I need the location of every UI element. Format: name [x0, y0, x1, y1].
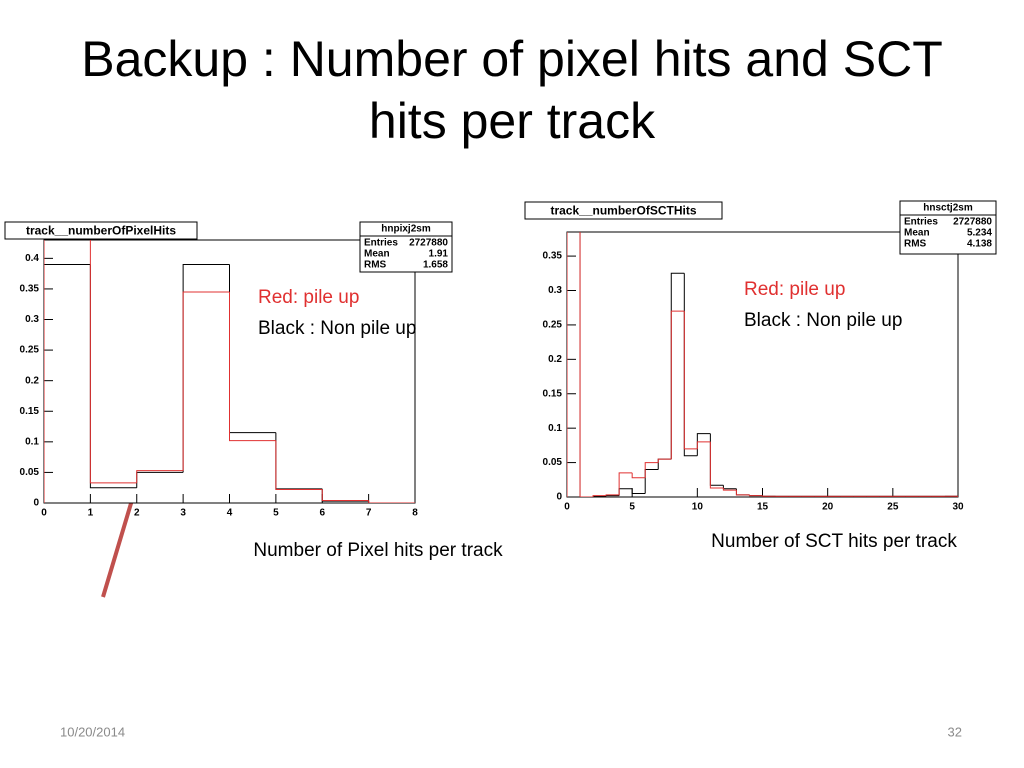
- x-tick-label: 25: [887, 502, 899, 513]
- stats-label: RMS: [364, 260, 387, 271]
- histogram-bin: [709, 441, 724, 489]
- histogram-bin: [748, 494, 763, 497]
- histogram-bin: [762, 495, 776, 497]
- y-tick-label: 0.15: [543, 388, 563, 399]
- y-tick-label: 0.25: [20, 345, 40, 356]
- histogram-bin: [44, 263, 91, 503]
- stats-label: Entries: [904, 217, 938, 228]
- histogram: [567, 232, 958, 497]
- histogram-bin: [683, 311, 698, 450]
- slide-title: Backup : Number of pixel hits and SCT hi…: [81, 31, 943, 149]
- x-tick-label: 2: [134, 508, 140, 519]
- stats-label: Mean: [364, 249, 390, 260]
- y-tick-label: 0.35: [20, 284, 40, 295]
- stats-value: 2727880: [953, 217, 992, 228]
- histogram-bin: [631, 472, 646, 479]
- y-tick-label: 0.1: [25, 436, 39, 447]
- stats-label: Mean: [904, 228, 930, 239]
- histogram-bin: [182, 291, 230, 471]
- stats-box: [359, 221, 453, 273]
- legend-entry: Black : Non pile up: [744, 310, 902, 331]
- page-number: 32: [948, 724, 962, 739]
- title-box: [524, 201, 723, 220]
- x-tick-label: 8: [412, 508, 418, 519]
- stats-name: hnpixj2sm: [381, 224, 431, 235]
- y-tick-label: 0.15: [20, 406, 40, 417]
- y-tick-label: 0.25: [543, 320, 563, 331]
- legend-entry: Red: pile up: [258, 287, 359, 308]
- x-tick-label: 0: [41, 508, 47, 519]
- histogram-bin: [631, 488, 646, 495]
- x-tick-label: 5: [629, 502, 635, 513]
- x-tick-label: 30: [952, 502, 964, 513]
- histogram-bin: [618, 472, 633, 495]
- stats-value: 1.91: [429, 249, 449, 260]
- legend-entry: Red: pile up: [744, 279, 845, 300]
- histogram-bin: [321, 489, 369, 502]
- stats-label: Entries: [364, 238, 398, 249]
- stats-box: [899, 200, 997, 255]
- histogram-bin: [944, 495, 958, 497]
- stats-value: 5.234: [967, 228, 992, 239]
- y-tick-label: 0.35: [543, 251, 563, 262]
- plot-frame: [566, 231, 959, 498]
- histogram-bin: [592, 495, 607, 497]
- y-tick-label: 0.4: [25, 253, 39, 264]
- histogram-bin: [136, 470, 184, 483]
- legend-entry: Black : Non pile up: [258, 318, 416, 339]
- stats-value: 1.658: [423, 260, 448, 271]
- x-tick-label: 15: [757, 502, 769, 513]
- histogram-bin: [579, 232, 594, 497]
- title-box: [4, 221, 198, 240]
- x-axis-label: Number of SCT hits per track: [711, 531, 957, 552]
- stats-label: RMS: [904, 239, 927, 250]
- x-tick-label: 1: [88, 508, 94, 519]
- histogram-bin: [368, 500, 415, 503]
- chart-title: track__numberOfPixelHits: [26, 224, 176, 238]
- histogram-bin: [605, 494, 620, 496]
- histogram-bin: [670, 310, 685, 460]
- y-tick-label: 0.05: [20, 467, 40, 478]
- y-tick-label: 0.2: [548, 354, 562, 365]
- histogram-bin: [89, 240, 137, 484]
- histogram-bin: [644, 462, 659, 478]
- x-tick-label: 5: [273, 508, 279, 519]
- arrow: [101, 489, 137, 598]
- y-tick-label: 0: [33, 498, 39, 509]
- x-tick-label: 7: [366, 508, 372, 519]
- stats-name: hnsctj2sm: [923, 203, 973, 214]
- y-tick-label: 0.1: [548, 423, 562, 434]
- chart-title: track__numberOfSCTHits: [550, 204, 696, 218]
- date: 10/20/2014: [60, 724, 125, 739]
- histogram-bin: [657, 458, 672, 463]
- x-tick-label: 6: [319, 508, 325, 519]
- stats-value: 4.138: [967, 239, 992, 250]
- y-tick-label: 0.05: [543, 457, 563, 468]
- x-axis-label: Number of Pixel hits per track: [253, 540, 503, 561]
- y-tick-label: 0.3: [25, 314, 39, 325]
- y-tick-label: 0.2: [25, 375, 39, 386]
- x-tick-label: 20: [822, 502, 834, 513]
- y-tick-label: 0.3: [548, 285, 562, 296]
- x-tick-label: 3: [180, 508, 186, 519]
- stats-value: 2727880: [409, 238, 448, 249]
- x-tick-label: 10: [692, 502, 704, 513]
- x-tick-label: 4: [227, 508, 233, 519]
- histogram-bin: [229, 291, 276, 442]
- histogram-bin: [275, 440, 323, 491]
- x-tick-label: 0: [564, 502, 570, 513]
- histogram-bin: [696, 441, 711, 449]
- histogram-bin: [722, 488, 737, 491]
- y-tick-label: 0: [556, 492, 562, 503]
- histogram: [44, 240, 415, 503]
- histogram-bin: [735, 490, 750, 496]
